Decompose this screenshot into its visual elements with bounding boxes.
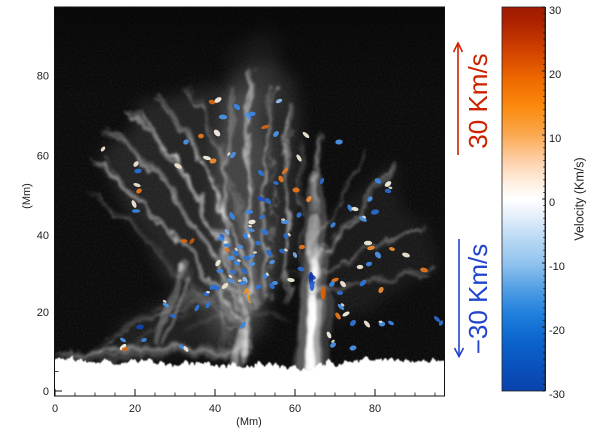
svg-text:40: 40 — [37, 230, 49, 242]
svg-text:0: 0 — [52, 403, 58, 415]
svg-text:30 Km/s: 30 Km/s — [463, 53, 493, 148]
svg-text:(Mm): (Mm) — [21, 183, 33, 209]
svg-text:(Mm): (Mm) — [236, 416, 262, 428]
svg-text:-30: -30 — [549, 389, 565, 401]
svg-text:-10: -10 — [549, 261, 565, 273]
svg-text:40: 40 — [209, 403, 221, 415]
svg-text:10: 10 — [549, 133, 561, 145]
svg-text:60: 60 — [37, 151, 49, 163]
svg-text:-20: -20 — [549, 325, 565, 337]
svg-text:−30 Km/s: −30 Km/s — [463, 244, 493, 355]
svg-text:20: 20 — [549, 69, 561, 81]
svg-text:30: 30 — [549, 5, 561, 17]
svg-text:0: 0 — [43, 386, 49, 398]
svg-text:20: 20 — [129, 403, 141, 415]
svg-text:20: 20 — [37, 307, 49, 319]
svg-text:Velocity (Km/s): Velocity (Km/s) — [573, 157, 587, 240]
svg-text:80: 80 — [37, 71, 49, 83]
svg-text:0: 0 — [549, 197, 555, 209]
svg-text:80: 80 — [369, 403, 381, 415]
svg-text:60: 60 — [289, 403, 301, 415]
